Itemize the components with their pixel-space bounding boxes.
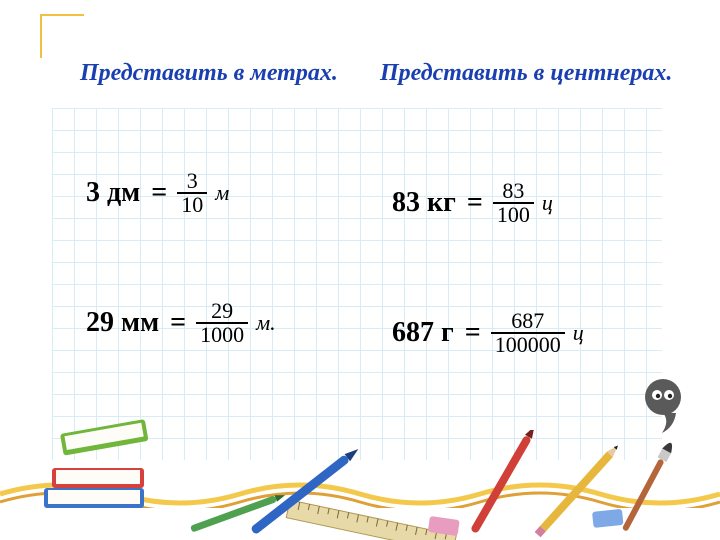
value-unit: 687 г xyxy=(392,317,454,348)
fraction: 29 1000 xyxy=(196,300,248,345)
equals-sign: = xyxy=(467,187,483,218)
heading-meters: Представить в метрах. xyxy=(80,60,338,87)
value-unit: 3 дм xyxy=(86,177,140,208)
numerator: 687 xyxy=(507,310,548,332)
denominator: 10 xyxy=(177,194,207,216)
equals-sign: = xyxy=(151,177,167,208)
rhs-fraction: 83 100 ц xyxy=(489,180,553,225)
conv-3dm: 3 дм = 3 10 м xyxy=(86,158,229,228)
result-unit: ц xyxy=(542,190,553,216)
comma-character-icon xyxy=(640,377,686,440)
numerator: 3 xyxy=(183,170,202,192)
conv-29mm: 29 мм = 29 1000 м. xyxy=(86,288,276,358)
conv-83kg: 83 кг = 83 100 ц xyxy=(392,168,553,238)
rhs-fraction: 29 1000 м. xyxy=(192,300,276,345)
fraction: 3 10 xyxy=(177,170,207,215)
slide: Представить в метрах. Представить в цент… xyxy=(0,0,720,540)
rhs-fraction: 687 100000 ц xyxy=(487,310,584,355)
equals-sign: = xyxy=(170,307,186,338)
numerator: 29 xyxy=(207,300,237,322)
denominator: 1000 xyxy=(196,324,248,346)
numerator: 83 xyxy=(498,180,528,202)
value-unit: 83 кг xyxy=(392,187,456,218)
result-unit: м. xyxy=(256,310,276,336)
lhs-text: 29 мм = xyxy=(86,307,192,339)
fraction: 83 100 xyxy=(493,180,534,225)
conv-687g: 687 г = 687 100000 ц xyxy=(392,298,584,368)
wave-icon xyxy=(0,472,720,508)
lhs-text: 687 г = xyxy=(392,317,487,349)
frame-corner xyxy=(40,14,84,58)
lhs-text: 3 дм = xyxy=(86,177,173,209)
result-unit: ц xyxy=(573,320,584,346)
denominator: 100000 xyxy=(491,334,565,356)
fraction: 687 100000 xyxy=(491,310,565,355)
value-unit: 29 мм xyxy=(86,307,159,338)
rhs-fraction: 3 10 м xyxy=(173,170,229,215)
denominator: 100 xyxy=(493,204,534,226)
heading-centners: Представить в центнерах. xyxy=(380,60,672,87)
result-unit: м xyxy=(215,180,229,206)
lhs-text: 83 кг = xyxy=(392,187,489,219)
equals-sign: = xyxy=(465,317,481,348)
